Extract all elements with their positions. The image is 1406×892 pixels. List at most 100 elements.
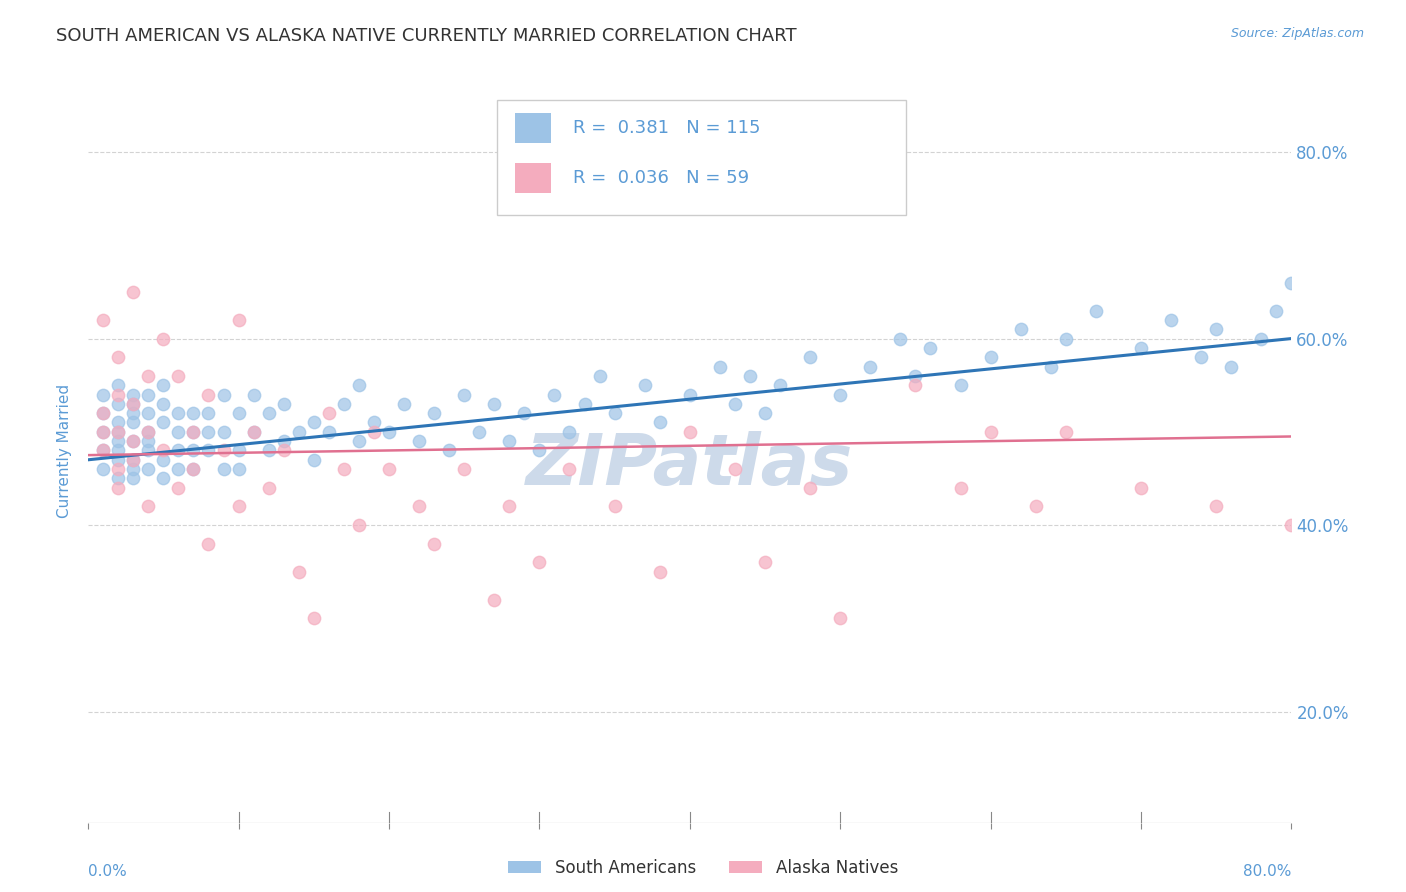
Point xyxy=(920,341,942,355)
Point xyxy=(302,416,325,430)
Point xyxy=(152,443,174,458)
Point xyxy=(1250,332,1272,346)
Point xyxy=(107,397,129,411)
Point xyxy=(1340,285,1362,299)
Point xyxy=(799,350,821,364)
Point xyxy=(1400,294,1406,309)
Point xyxy=(709,359,731,374)
Point xyxy=(754,555,776,569)
FancyBboxPatch shape xyxy=(498,100,907,216)
Point xyxy=(1084,303,1107,318)
Point xyxy=(1054,332,1077,346)
Point xyxy=(91,425,114,439)
Point xyxy=(799,481,821,495)
Point xyxy=(347,378,370,392)
Point xyxy=(273,397,295,411)
Point xyxy=(859,359,882,374)
Point xyxy=(558,462,581,476)
Point xyxy=(648,416,671,430)
Point xyxy=(167,425,190,439)
Point xyxy=(107,471,129,485)
Point xyxy=(122,285,145,299)
Point xyxy=(152,416,174,430)
Point xyxy=(769,378,792,392)
Point xyxy=(574,397,596,411)
Point xyxy=(333,462,356,476)
Point xyxy=(183,425,205,439)
Point xyxy=(107,416,129,430)
Point xyxy=(107,425,129,439)
Point xyxy=(136,425,159,439)
Point xyxy=(363,425,385,439)
Point xyxy=(1130,341,1153,355)
Point xyxy=(603,406,626,420)
Point xyxy=(228,406,250,420)
Point xyxy=(242,425,264,439)
Point xyxy=(152,332,174,346)
Point xyxy=(167,368,190,383)
Point xyxy=(122,406,145,420)
Point xyxy=(1220,359,1243,374)
Point xyxy=(107,434,129,449)
Point xyxy=(529,555,551,569)
Point xyxy=(484,397,506,411)
Point xyxy=(107,425,129,439)
Point xyxy=(152,452,174,467)
Point xyxy=(91,387,114,401)
Point xyxy=(212,425,235,439)
Point xyxy=(91,425,114,439)
Point xyxy=(183,425,205,439)
Point xyxy=(437,443,460,458)
Point xyxy=(197,537,219,551)
Point xyxy=(122,416,145,430)
Point xyxy=(287,565,309,579)
Point xyxy=(167,406,190,420)
Point xyxy=(318,425,340,439)
Point xyxy=(949,481,972,495)
Point xyxy=(107,462,129,476)
Point xyxy=(558,425,581,439)
Point xyxy=(228,313,250,327)
Point xyxy=(107,452,129,467)
Point xyxy=(107,481,129,495)
Y-axis label: Currently Married: Currently Married xyxy=(58,384,72,517)
Point xyxy=(889,332,911,346)
Point xyxy=(152,397,174,411)
Point xyxy=(679,425,702,439)
Point xyxy=(830,611,852,625)
Point xyxy=(468,425,491,439)
Point xyxy=(1265,303,1288,318)
Point xyxy=(754,406,776,420)
Point xyxy=(91,462,114,476)
Point xyxy=(228,443,250,458)
Point xyxy=(484,592,506,607)
Point xyxy=(679,387,702,401)
Point xyxy=(136,425,159,439)
Text: 0.0%: 0.0% xyxy=(89,863,127,879)
Point xyxy=(152,471,174,485)
Point xyxy=(1054,425,1077,439)
Point xyxy=(333,397,356,411)
Point xyxy=(257,481,280,495)
Point xyxy=(1310,313,1333,327)
Point xyxy=(1160,313,1182,327)
Point xyxy=(830,387,852,401)
Point xyxy=(1130,481,1153,495)
Text: R =  0.036   N = 59: R = 0.036 N = 59 xyxy=(574,169,749,187)
Point xyxy=(107,443,129,458)
Point xyxy=(228,462,250,476)
Point xyxy=(513,406,536,420)
Point xyxy=(980,425,1002,439)
Point xyxy=(363,416,385,430)
Point xyxy=(724,462,747,476)
Point xyxy=(980,350,1002,364)
Point xyxy=(91,313,114,327)
Point xyxy=(91,406,114,420)
Point xyxy=(724,397,747,411)
Point xyxy=(408,434,430,449)
Point xyxy=(122,452,145,467)
Point xyxy=(212,443,235,458)
Point xyxy=(347,434,370,449)
Point xyxy=(183,443,205,458)
Point xyxy=(257,406,280,420)
